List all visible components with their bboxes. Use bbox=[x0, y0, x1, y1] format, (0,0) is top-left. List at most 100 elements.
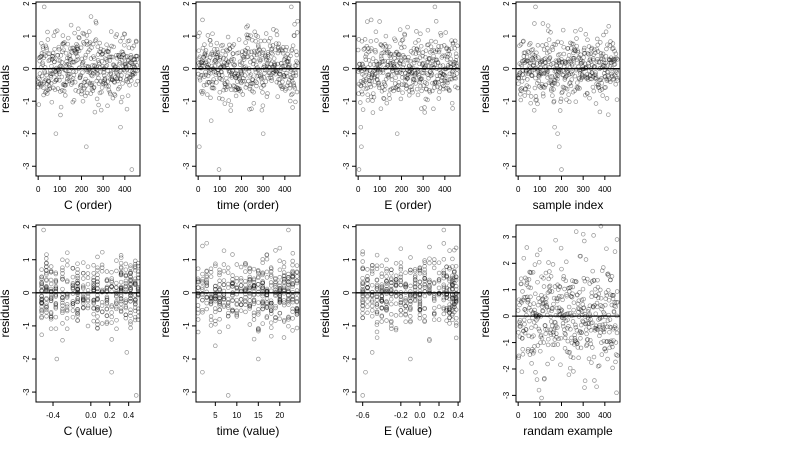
data-point bbox=[109, 76, 115, 81]
data-point bbox=[591, 278, 597, 283]
data-point bbox=[96, 102, 101, 108]
data-point bbox=[571, 369, 576, 374]
data-point bbox=[447, 276, 452, 282]
data-point bbox=[100, 249, 105, 255]
data-point bbox=[260, 301, 265, 307]
y-tick-label: -2 bbox=[342, 355, 351, 363]
data-point bbox=[63, 50, 69, 56]
data-point bbox=[379, 271, 385, 277]
data-point bbox=[195, 277, 201, 283]
data-point bbox=[231, 71, 237, 77]
data-point bbox=[135, 286, 141, 292]
data-point bbox=[594, 384, 599, 389]
data-point bbox=[573, 279, 579, 284]
data-point bbox=[394, 84, 400, 89]
data-point bbox=[450, 277, 455, 283]
data-point bbox=[264, 314, 270, 319]
data-point bbox=[123, 283, 129, 289]
data-point bbox=[436, 270, 442, 276]
data-point bbox=[402, 32, 408, 38]
data-point bbox=[430, 62, 436, 68]
data-point bbox=[225, 393, 231, 398]
data-point bbox=[379, 299, 384, 304]
data-point bbox=[384, 100, 390, 106]
data-point bbox=[535, 302, 541, 308]
data-point bbox=[450, 69, 455, 74]
data-point bbox=[389, 267, 394, 272]
x-axis-label: E (order) bbox=[384, 198, 431, 212]
y-axis-label: residuals bbox=[478, 65, 492, 113]
data-point bbox=[245, 54, 251, 59]
data-point bbox=[211, 59, 217, 64]
data-point bbox=[394, 69, 399, 74]
data-point bbox=[432, 260, 437, 266]
data-point bbox=[109, 310, 114, 315]
data-point bbox=[581, 296, 586, 302]
data-point bbox=[201, 54, 207, 60]
data-point bbox=[128, 293, 133, 299]
data-point bbox=[215, 67, 220, 72]
data-point bbox=[97, 40, 102, 46]
data-point bbox=[273, 305, 278, 311]
data-point bbox=[230, 308, 235, 314]
data-point bbox=[45, 78, 51, 83]
data-point bbox=[522, 58, 527, 63]
data-point bbox=[446, 47, 452, 52]
data-point bbox=[404, 86, 409, 91]
data-point bbox=[422, 314, 427, 319]
data-point bbox=[290, 262, 295, 268]
data-point bbox=[53, 277, 59, 283]
data-point bbox=[412, 284, 418, 289]
data-point bbox=[448, 56, 453, 62]
data-point bbox=[440, 63, 446, 68]
data-point bbox=[579, 72, 585, 77]
data-point bbox=[92, 109, 98, 115]
data-point bbox=[264, 287, 270, 293]
data-point bbox=[44, 277, 49, 282]
data-point bbox=[450, 256, 455, 262]
data-point bbox=[389, 271, 394, 276]
data-point bbox=[234, 314, 240, 319]
data-point bbox=[260, 103, 266, 108]
data-point bbox=[593, 50, 598, 56]
data-point bbox=[379, 298, 385, 304]
data-point bbox=[425, 97, 430, 103]
data-point bbox=[453, 274, 459, 280]
data-point bbox=[218, 76, 223, 81]
data-point bbox=[232, 83, 237, 89]
data-point bbox=[284, 58, 290, 64]
data-point bbox=[283, 86, 289, 92]
data-point bbox=[195, 279, 201, 284]
data-point bbox=[39, 298, 44, 303]
data-point bbox=[225, 313, 231, 319]
x-axis-label: time (value) bbox=[217, 424, 280, 438]
data-point bbox=[606, 339, 612, 344]
data-point bbox=[539, 71, 544, 77]
data-point bbox=[608, 325, 614, 330]
data-point bbox=[586, 44, 592, 49]
data-point bbox=[135, 306, 141, 312]
data-point bbox=[379, 297, 385, 303]
data-point bbox=[50, 54, 55, 59]
data-point bbox=[208, 266, 214, 272]
data-point bbox=[612, 323, 618, 328]
data-point bbox=[447, 71, 453, 77]
data-point bbox=[48, 81, 54, 86]
data-point bbox=[251, 301, 257, 307]
data-point bbox=[557, 108, 563, 113]
data-point bbox=[260, 131, 266, 136]
data-point bbox=[592, 325, 598, 331]
data-point bbox=[595, 364, 601, 369]
data-point bbox=[223, 82, 228, 88]
data-point bbox=[53, 78, 59, 83]
data-point bbox=[132, 59, 138, 65]
data-point bbox=[64, 295, 70, 300]
data-point bbox=[375, 77, 380, 83]
data-point bbox=[603, 74, 608, 79]
data-point bbox=[102, 73, 107, 78]
data-point bbox=[294, 308, 300, 314]
data-point bbox=[550, 356, 555, 361]
data-point bbox=[419, 106, 424, 111]
data-point bbox=[603, 302, 608, 308]
data-point bbox=[540, 83, 545, 89]
